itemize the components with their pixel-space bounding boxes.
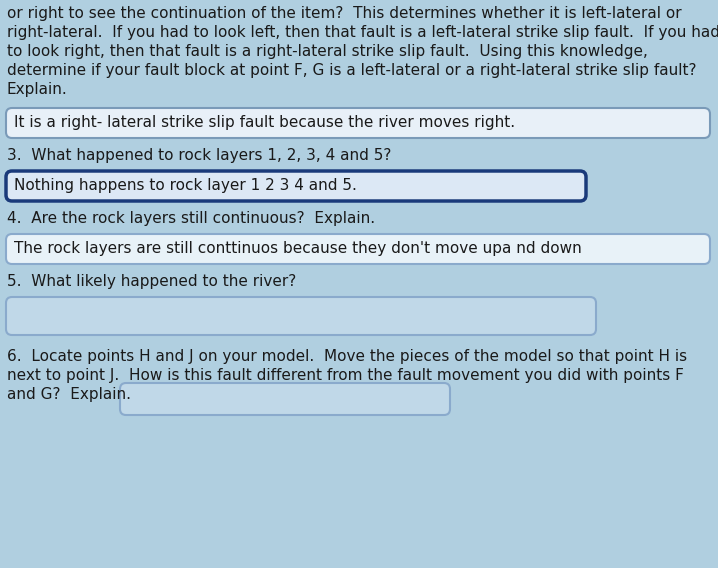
FancyBboxPatch shape [120, 383, 450, 415]
Text: The rock layers are still conttinuos because they don't move upa nd down: The rock layers are still conttinuos bec… [14, 241, 582, 256]
Text: It is a right- lateral strike slip fault because the river moves right.: It is a right- lateral strike slip fault… [14, 115, 515, 130]
Text: to look right, then that fault is a right-lateral strike slip fault.  Using this: to look right, then that fault is a righ… [7, 44, 648, 59]
Text: or right to see the continuation of the item?  This determines whether it is lef: or right to see the continuation of the … [7, 6, 681, 21]
FancyBboxPatch shape [6, 171, 586, 201]
Text: Nothing happens to rock layer 1 2 3 4 and 5.: Nothing happens to rock layer 1 2 3 4 an… [14, 178, 357, 193]
Text: 4.  Are the rock layers still continuous?  Explain.: 4. Are the rock layers still continuous?… [7, 211, 375, 226]
FancyBboxPatch shape [6, 234, 710, 264]
Text: 3.  What happened to rock layers 1, 2, 3, 4 and 5?: 3. What happened to rock layers 1, 2, 3,… [7, 148, 391, 163]
FancyBboxPatch shape [6, 297, 596, 335]
Text: right-lateral.  If you had to look left, then that fault is a left-lateral strik: right-lateral. If you had to look left, … [7, 25, 718, 40]
Text: 6.  Locate points H and J on your model.  Move the pieces of the model so that p: 6. Locate points H and J on your model. … [7, 349, 687, 364]
Text: and G?  Explain.: and G? Explain. [7, 387, 131, 402]
Text: 5.  What likely happened to the river?: 5. What likely happened to the river? [7, 274, 297, 289]
Text: next to point J.  How is this fault different from the fault movement you did wi: next to point J. How is this fault diffe… [7, 368, 684, 383]
FancyBboxPatch shape [6, 108, 710, 138]
Text: determine if your fault block at point F, G is a left-lateral or a right-lateral: determine if your fault block at point F… [7, 63, 696, 78]
Text: Explain.: Explain. [7, 82, 67, 97]
